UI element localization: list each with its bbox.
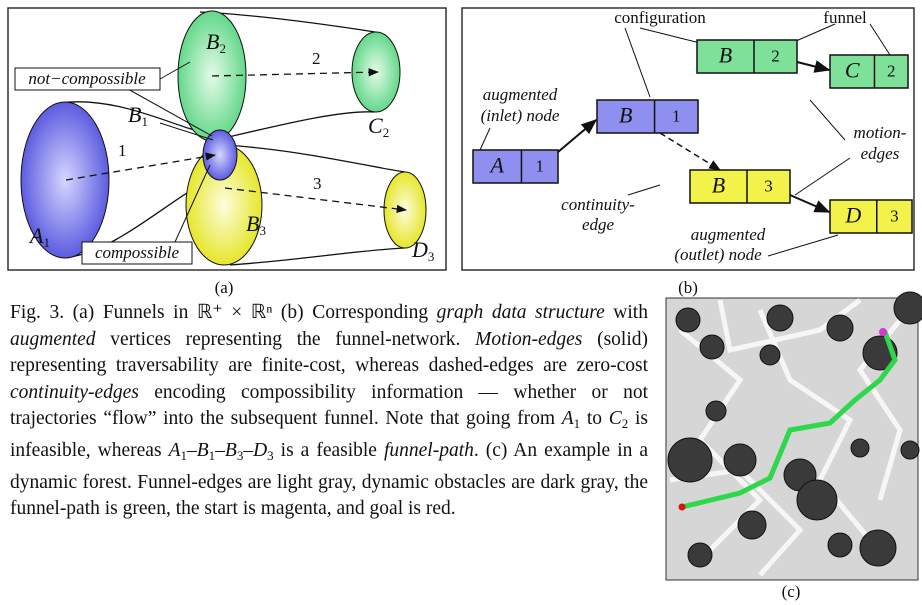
node (690, 170, 790, 203)
caption-run: graph data structure (437, 302, 605, 323)
nodes: A 1 B 1 B 2 C 2 B 3 D 3 (473, 40, 912, 233)
caption-run: augmented (10, 329, 96, 350)
node-index: 1 (535, 156, 544, 175)
caption: Fig. 3. (a) Funnels in ℝ⁺ × ℝⁿ (b) Corre… (10, 300, 648, 523)
set-sub: 1 (141, 114, 148, 129)
caption-run: – (187, 440, 197, 461)
caption-run: with (605, 302, 648, 323)
caption-run: B (197, 440, 209, 461)
set-sub: 2 (219, 41, 226, 56)
node (597, 100, 698, 133)
annotation: augmented (691, 225, 766, 244)
caption-run: funnel-path (384, 440, 474, 461)
node-index: 3 (764, 176, 773, 195)
annotation: motion- (854, 123, 907, 142)
caption-run: ℝ⁺ × ℝⁿ (197, 302, 272, 323)
set-letter: B (246, 211, 259, 236)
start (879, 328, 887, 336)
set-letter: B (206, 29, 219, 54)
annotation: continuity- (561, 195, 635, 214)
set-label: C2 (368, 113, 389, 140)
edge-label: 2 (312, 49, 321, 68)
edge-label: 1 (118, 141, 127, 160)
node-letter: C (845, 58, 860, 83)
node-index: 2 (771, 46, 780, 65)
caption-run: to (580, 408, 609, 429)
caption-run: continuity-edges (10, 382, 139, 403)
annotation: (inlet) node (481, 106, 560, 125)
caption-run: B (225, 440, 237, 461)
caption-run: – (243, 440, 253, 461)
edge-label: 3 (313, 174, 322, 193)
caption-run: Fig. 3. (a) Funnels in (10, 302, 197, 323)
node-letter: B (712, 173, 725, 198)
note: compossible (95, 243, 180, 262)
panel-label: (a) (215, 278, 234, 297)
caption-run: C (609, 408, 622, 429)
node (830, 55, 908, 88)
node-letter: D (844, 203, 861, 228)
annotation: augmented (483, 85, 558, 104)
annotation: edge (582, 215, 615, 234)
set-sub: 3 (428, 249, 435, 264)
set-label: B1 (128, 102, 148, 129)
set-sub: 1 (43, 235, 50, 250)
node-letter: B (619, 103, 632, 128)
caption-run: Motion-edges (475, 329, 582, 350)
node-index: 2 (887, 61, 896, 80)
page: B2 C2 B1 A1 B3 D3 1 2 3 not−compossible … (0, 0, 922, 605)
node-letter: A (488, 153, 504, 178)
set-letter: C (368, 113, 383, 138)
note: not−compossible (28, 69, 146, 88)
caption-run: vertices representing the funnel-network… (96, 329, 476, 350)
node (697, 40, 797, 73)
funnel-ellipse (203, 130, 237, 180)
panel-label: (c) (782, 582, 801, 601)
node (473, 150, 558, 183)
set-sub: 3 (259, 223, 266, 238)
panel-label: (b) (678, 278, 698, 297)
caption-run: – (215, 440, 225, 461)
caption-run: A (169, 440, 181, 461)
node-letter: B (719, 43, 732, 68)
annotation: configuration (614, 8, 706, 27)
set-label: B3 (246, 211, 266, 238)
set-letter: A (28, 223, 44, 248)
leaders (480, 24, 890, 256)
goal (679, 504, 686, 511)
node-index: 1 (672, 106, 681, 125)
annotation: (outlet) node (674, 245, 762, 264)
caption-run: is a feasible (274, 440, 384, 461)
caption-run: A (562, 408, 574, 429)
annotation: funnel (823, 8, 867, 27)
set-letter: B (128, 102, 141, 127)
annotation: edges (861, 144, 900, 163)
set-letter: D (411, 237, 428, 262)
node (830, 200, 912, 233)
caption-run: (b) Corresponding (272, 302, 436, 323)
caption-run: D (253, 440, 267, 461)
set-sub: 2 (383, 125, 390, 140)
set-label: D3 (411, 237, 434, 264)
continuity-edge (660, 133, 720, 170)
node-index: 3 (890, 206, 899, 225)
